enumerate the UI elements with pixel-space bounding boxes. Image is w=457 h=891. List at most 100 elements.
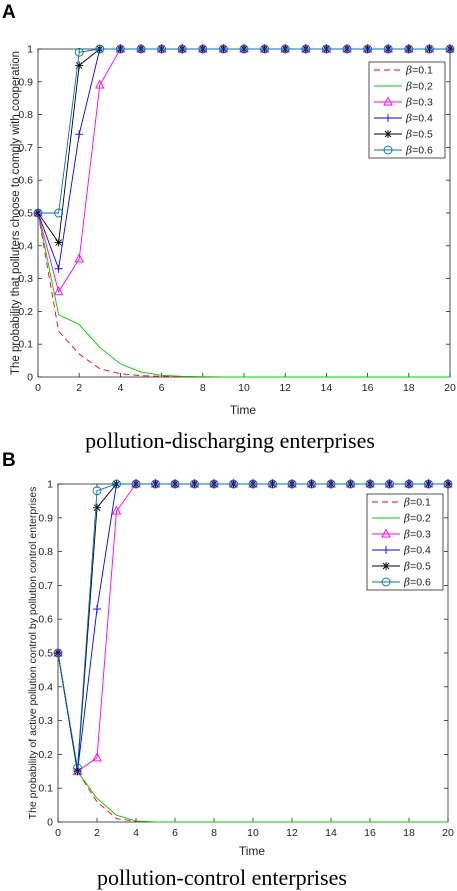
y-axis-label-b: The probability of active pollution cont… [27,487,39,820]
series-marker-a-5-3 [95,44,105,54]
legend-label-a-4: β=0.5 [405,129,433,141]
series-marker-a-5-15 [342,44,352,54]
y-tick-label-a-2: 0.2 [18,306,33,318]
legend-marker-a-3 [384,114,392,122]
x-tick-label-b-8: 16 [364,827,376,839]
series-marker-a-2-3 [95,79,105,89]
y-tick-label-a-9: 0.9 [18,76,33,88]
series-marker-a-5-11 [260,44,270,54]
legend-marker-a-4-d2 [384,130,392,138]
legend-label-b-3: β=0.4 [403,545,431,557]
x-tick-label-b-7: 14 [325,827,337,839]
legend-marker-a-2 [383,96,393,106]
legend-label-a-3: β=0.4 [405,113,433,125]
x-tick-label-b-2: 4 [133,827,139,839]
legend-a: β=0.1 β=0.2 β=0.3 β=0.4 β=0.5 β=0.6 [368,61,446,159]
series-marker-b-4-2-d2 [93,504,101,511]
series-marker-b-5-2 [92,486,102,496]
chart-b: B The probability of active pollution co… [2,450,454,890]
series-marker-a-5-0 [33,208,43,218]
legend-marker-b-4 [382,562,390,570]
series-marker-a-5-2 [74,47,84,57]
series-marker-b-4-2 [93,503,101,512]
series-marker-a-5-5 [136,44,146,54]
series-marker-a-5-18 [404,44,414,54]
x-tick-label-b-0: 0 [55,827,61,839]
legend-marker-b-2 [381,528,391,538]
x-tick-label-a-5: 10 [238,382,250,394]
y-tick-label-b-7: 0.7 [38,580,53,592]
series-marker-a-5-16 [363,44,373,54]
legend-label-b-5: β=0.6 [403,577,431,589]
y-tick-label-a-10: 1 [27,44,33,56]
x-tick-label-a-9: 18 [403,382,415,394]
series-marker-b-5-11 [268,479,277,489]
series-marker-b-5-18 [404,479,414,489]
y-tick-label-b-9: 0.9 [38,512,53,524]
x-tick-label-b-9: 18 [403,827,415,839]
caption-a: pollution-discharging enterprises [85,428,375,453]
x-tick-label-a-3: 6 [159,382,165,394]
series-marker-a-5-19 [424,44,434,54]
series-marker-a-5-13 [301,44,311,54]
legend-box-b [366,493,444,591]
legend-label-a-0: β=0.1 [405,65,433,77]
series-line-b-1 [57,652,448,823]
legend-b: β=0.1 β=0.2 β=0.3 β=0.4 β=0.5 β=0.6 [366,493,444,591]
series-marker-b-2-2 [92,752,102,762]
legend-label-a-5: β=0.6 [405,145,433,157]
series-marker-a-5-14 [321,44,331,54]
series-marker-b-3-2 [93,605,101,614]
x-tick-label-a-1: 2 [76,382,82,394]
series-marker-b-5-1 [73,763,82,773]
series-marker-b-5-5 [151,479,160,489]
x-axis-label-b: Time [239,844,266,858]
series-marker-a-5-10 [239,44,249,54]
series-marker-b-5-6 [170,479,180,489]
legend-label-b-4: β=0.5 [403,561,431,573]
legend-label-b-0: β=0.1 [403,497,431,509]
series-marker-b-5-19 [424,479,433,489]
legend-label-b-2: β=0.3 [403,529,431,541]
series-marker-b-5-7 [190,479,199,489]
x-tick-label-a-10: 20 [444,382,456,394]
legend-marker-b-4-d2 [382,562,390,570]
series-line-b-5 [57,483,448,768]
y-tick-label-b-6: 0.6 [38,614,53,626]
series-marker-a-2-1 [53,286,64,296]
series-marker-b-5-15 [346,479,355,489]
series-marker-a-5-7 [177,44,187,54]
y-tick-label-a-0: 0 [27,372,33,384]
series-marker-a-2-2 [74,253,84,263]
series-marker-a-4-1-d2 [55,239,62,246]
x-tick-label-a-0: 0 [35,382,41,394]
series-line-a-5 [38,48,450,214]
series-marker-a-5-17 [383,44,393,54]
legend-marker-b-3 [382,546,390,554]
y-tick-label-a-6: 0.6 [18,175,33,187]
x-tick-label-b-5: 10 [247,827,259,839]
legend-marker-b-5 [381,577,391,587]
series-marker-b-5-13 [307,479,316,489]
y-tick-label-b-4: 0.4 [38,681,53,693]
y-tick-label-a-4: 0.4 [18,240,33,252]
series-marker-a-3-2 [75,130,84,139]
y-tick-label-b-2: 0.2 [38,749,53,761]
y-tick-label-a-3: 0.3 [18,273,33,285]
x-tick-label-b-10: 20 [442,827,454,839]
series-line-b-0 [57,652,448,823]
legend-marker-a-4 [384,130,392,138]
y-tick-label-a-5: 0.5 [18,208,33,220]
x-tick-label-b-1: 2 [94,827,100,839]
legend-marker-a-5 [383,145,393,155]
series-marker-b-5-12 [287,479,297,489]
legend-label-a-2: β=0.3 [405,97,433,109]
x-tick-label-a-6: 12 [279,382,291,394]
x-tick-label-b-6: 12 [286,827,298,839]
series-marker-b-5-8 [209,479,219,489]
chart-a: A The probability that polluters choose … [2,2,456,453]
series-line-a-1 [37,212,450,378]
series-marker-b-4-1-d2 [74,767,81,775]
caption-b: pollution-control enterprises [97,865,347,890]
